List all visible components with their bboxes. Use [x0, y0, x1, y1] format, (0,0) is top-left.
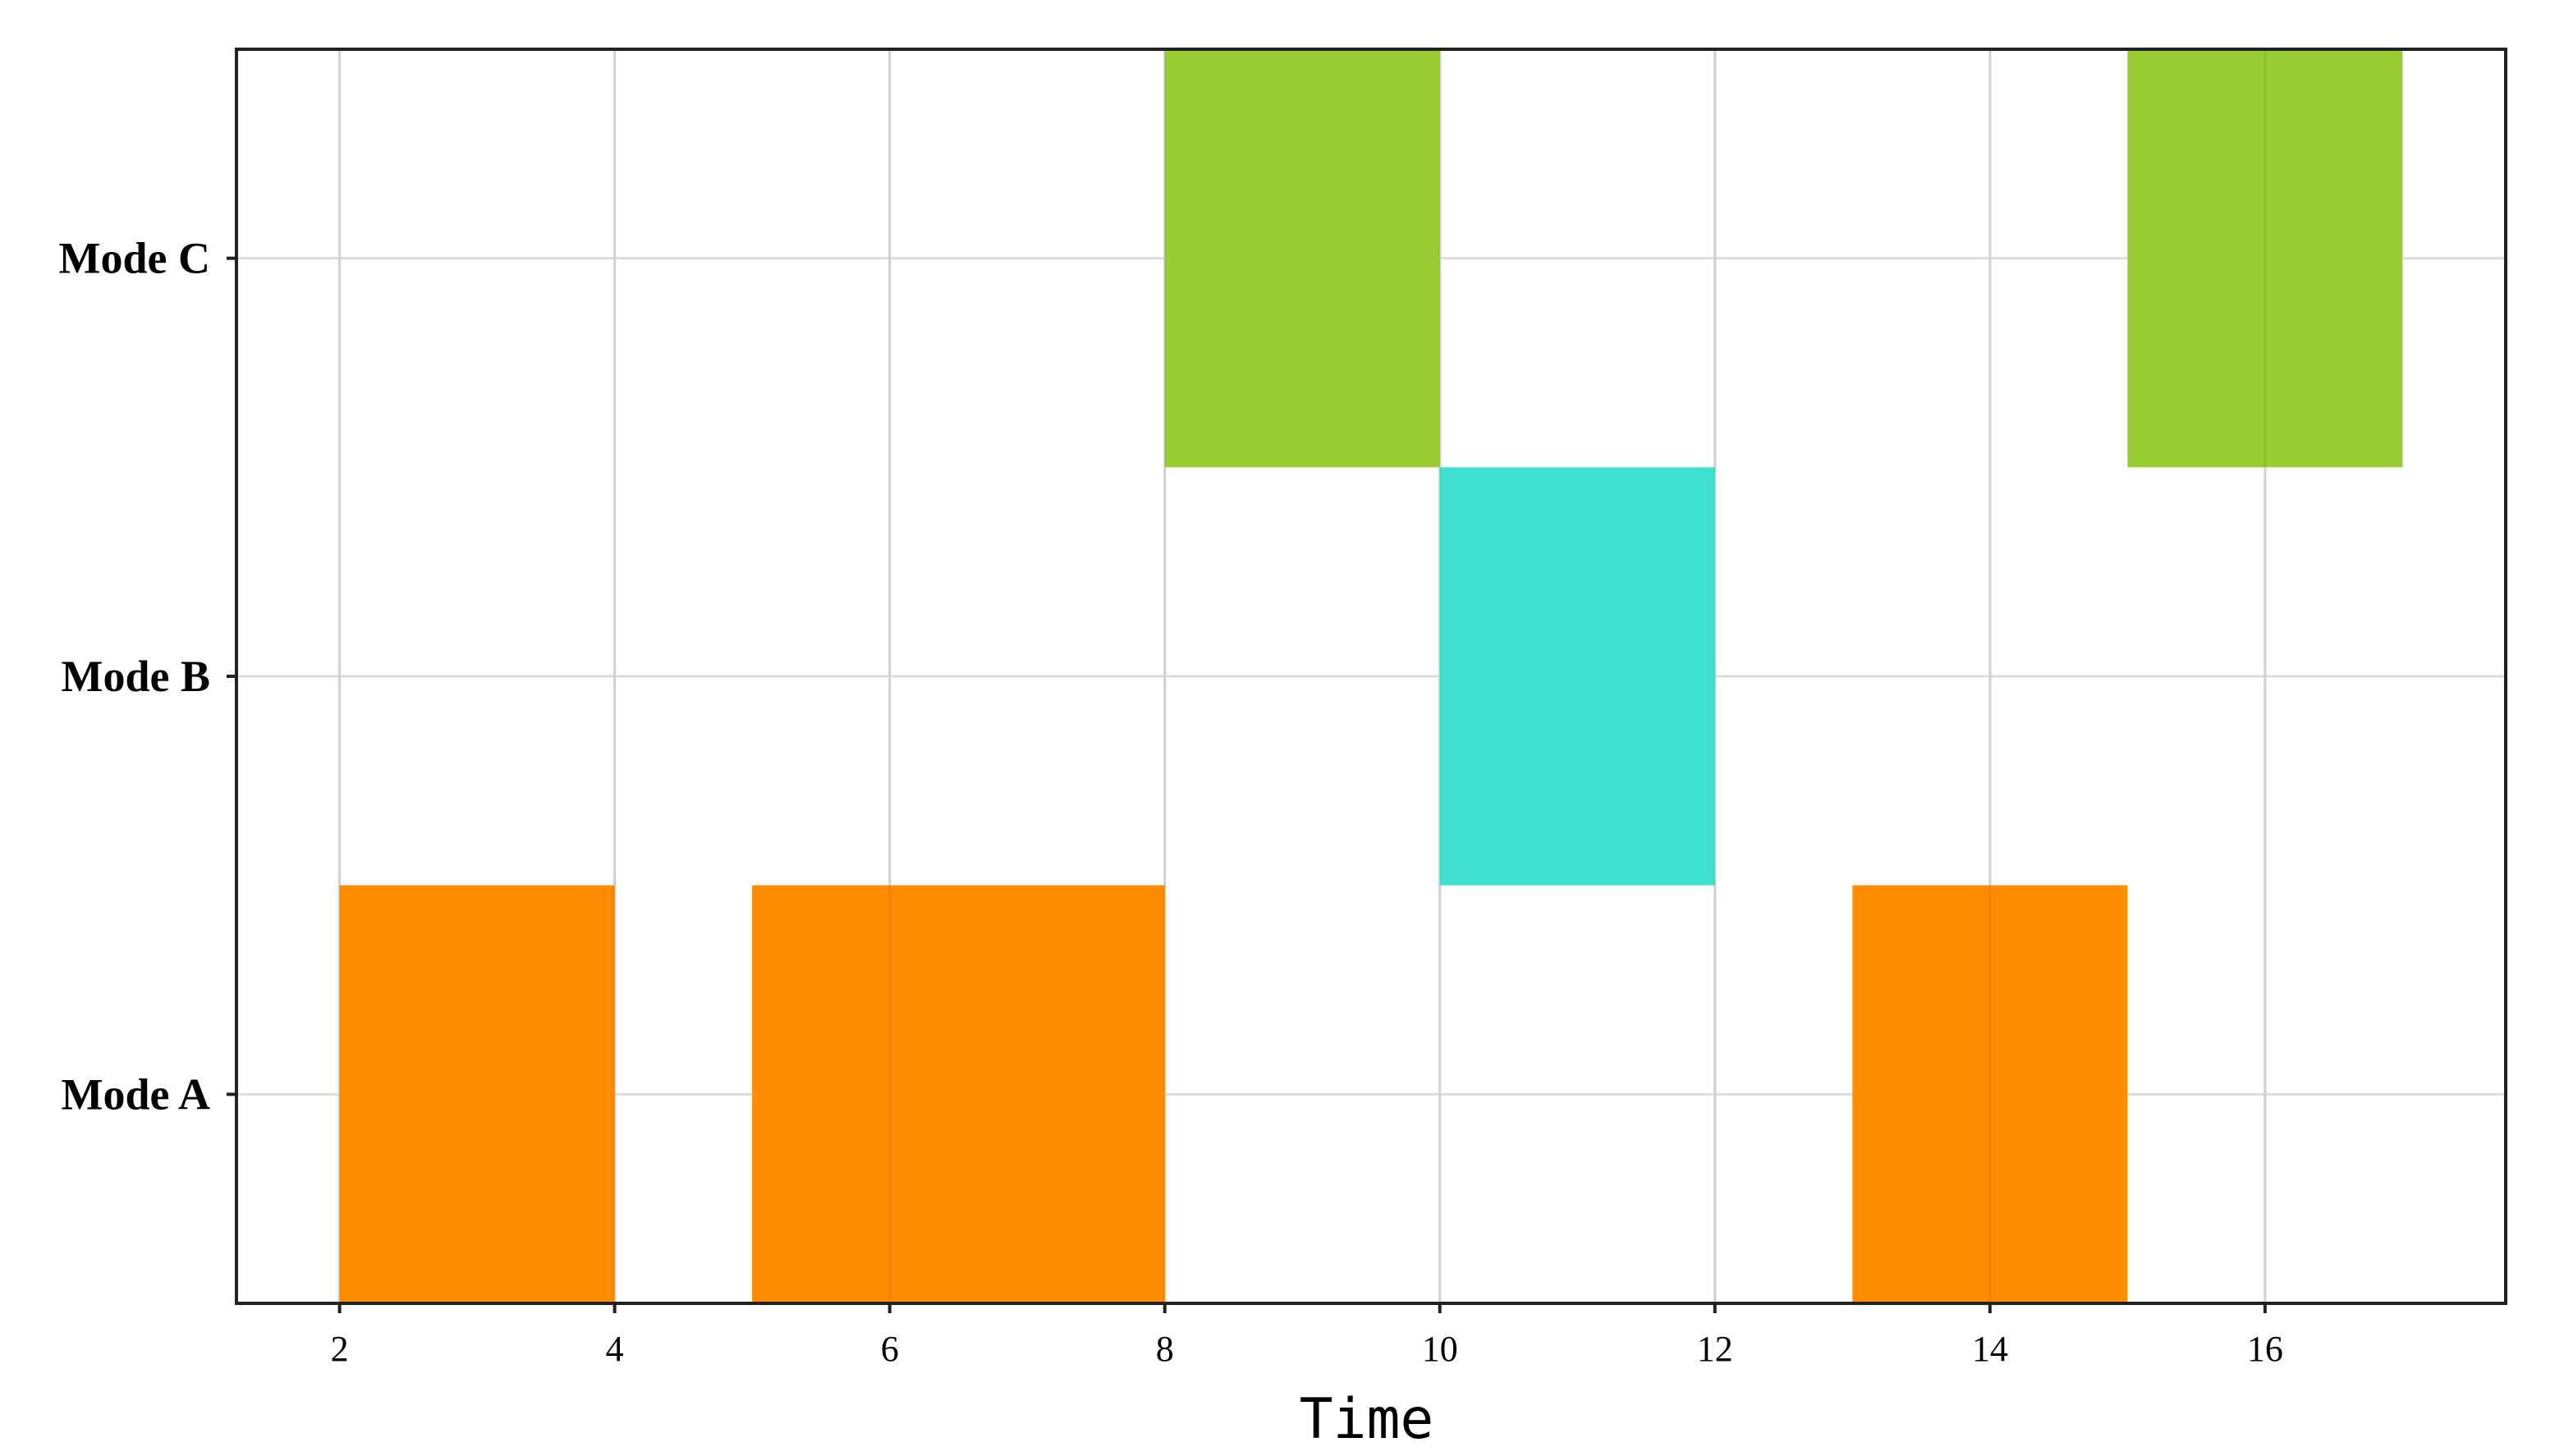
x-tick-label: 12 — [1697, 1329, 1733, 1369]
x-tick-label: 8 — [1156, 1329, 1174, 1369]
gantt-bar — [1439, 467, 1715, 886]
y-tick-label: Mode A — [62, 1069, 211, 1119]
x-tick-label: 16 — [2247, 1329, 2283, 1369]
x-tick-label: 2 — [331, 1329, 349, 1369]
axis-ticks: 2 4 6 8 10 12 14 16 Mode A Mode B Mode C — [59, 234, 2283, 1369]
gantt-bar — [1164, 49, 1440, 468]
gantt-bar — [2127, 49, 2403, 468]
gantt-bar — [1852, 885, 2128, 1303]
gantt-bar — [752, 885, 1165, 1303]
y-tick-label: Mode B — [62, 652, 211, 701]
x-axis-title: Time — [1300, 1387, 1434, 1452]
x-tick-label: 4 — [606, 1329, 624, 1369]
x-tick-label: 6 — [881, 1329, 899, 1369]
x-tick-label: 10 — [1422, 1329, 1458, 1369]
gantt-bars — [338, 49, 2403, 1303]
x-tick-label: 14 — [1972, 1329, 2008, 1369]
gantt-bar — [339, 885, 615, 1303]
y-tick-label: Mode C — [59, 234, 210, 283]
